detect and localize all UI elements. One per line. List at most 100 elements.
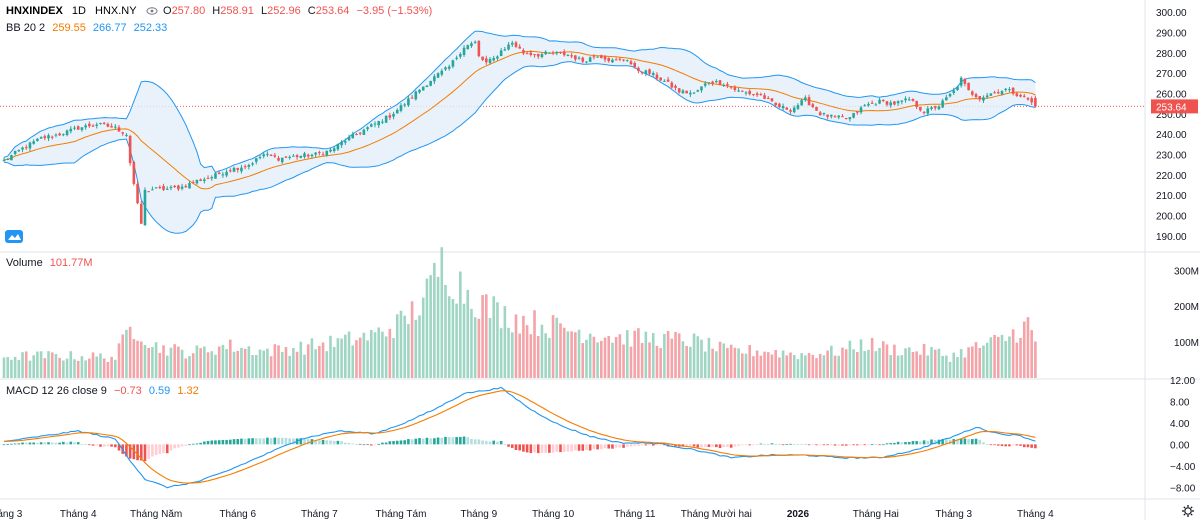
volume-bar[interactable] — [388, 328, 392, 378]
volume-bar[interactable] — [210, 351, 214, 378]
macd-hist-bar[interactable] — [759, 443, 763, 445]
candle-body[interactable] — [911, 99, 915, 101]
volume-bar[interactable] — [852, 349, 855, 378]
volume-bar[interactable] — [336, 338, 340, 378]
volume-bar[interactable] — [173, 344, 176, 378]
macd-hist-bar[interactable] — [570, 444, 573, 452]
volume-bar[interactable] — [974, 342, 978, 378]
volume-bar[interactable] — [299, 341, 303, 378]
volume-bar[interactable] — [243, 348, 247, 378]
volume-bar[interactable] — [533, 310, 536, 378]
macd-hist-bar[interactable] — [818, 444, 822, 446]
macd-hist-bar[interactable] — [770, 443, 774, 445]
volume-bar[interactable] — [366, 340, 369, 378]
volume-bar[interactable] — [529, 334, 533, 378]
candle-body[interactable] — [295, 155, 299, 158]
candle-body[interactable] — [102, 122, 106, 124]
volume-bar[interactable] — [488, 317, 492, 378]
volume-bar[interactable] — [440, 247, 444, 378]
volume-bar[interactable] — [306, 344, 310, 378]
volume-bar[interactable] — [510, 332, 514, 378]
macd-hist-bar[interactable] — [774, 443, 777, 445]
volume-bar[interactable] — [937, 348, 941, 378]
macd-hist-bar[interactable] — [822, 444, 826, 446]
volume-bar[interactable] — [685, 345, 688, 378]
candle-body[interactable] — [418, 89, 421, 93]
settings-icon[interactable] — [1182, 505, 1194, 517]
candle-body[interactable] — [859, 107, 863, 113]
macd-hist-bar[interactable] — [525, 444, 529, 453]
candle-body[interactable] — [770, 98, 774, 102]
macd-hist-bar[interactable] — [225, 439, 228, 445]
macd-hist-bar[interactable] — [633, 444, 636, 446]
volume-bar[interactable] — [292, 347, 295, 378]
candle-body[interactable] — [844, 117, 848, 119]
macd-hist-bar[interactable] — [384, 442, 388, 445]
volume-bar[interactable] — [792, 354, 796, 378]
candle-body[interactable] — [503, 49, 507, 51]
volume-bar[interactable] — [796, 359, 800, 378]
macd-hist-bar[interactable] — [425, 437, 429, 445]
volume-bar[interactable] — [726, 347, 729, 378]
candle-body[interactable] — [659, 77, 662, 81]
candle-body[interactable] — [1000, 91, 1004, 95]
candle-body[interactable] — [722, 84, 726, 86]
macd-hist-bar[interactable] — [273, 437, 277, 445]
volume-bar[interactable] — [889, 355, 892, 378]
macd-hist-bar[interactable] — [43, 442, 47, 445]
candle-body[interactable] — [655, 74, 659, 79]
candle-body[interactable] — [36, 138, 39, 142]
macd-hist-bar[interactable] — [381, 442, 384, 445]
candle-body[interactable] — [748, 90, 752, 95]
candle-body[interactable] — [88, 123, 91, 127]
candle-body[interactable] — [585, 61, 588, 63]
macd-hist-bar[interactable] — [299, 438, 303, 445]
macd-hist-bar[interactable] — [280, 437, 284, 445]
volume-bar[interactable] — [362, 332, 366, 378]
macd-hist-bar[interactable] — [811, 444, 815, 446]
macd-hist-bar[interactable] — [254, 438, 258, 445]
volume-bar[interactable] — [288, 355, 291, 378]
macd-hist-bar[interactable] — [1015, 444, 1019, 446]
candle-body[interactable] — [993, 92, 996, 94]
volume-bar[interactable] — [926, 355, 930, 378]
volume-bar[interactable] — [566, 331, 570, 378]
macd-hist-bar[interactable] — [459, 436, 462, 445]
bb-label[interactable]: BB 20 2 — [6, 22, 45, 34]
candle-body[interactable] — [581, 57, 585, 62]
candle-body[interactable] — [544, 51, 547, 55]
candle-body[interactable] — [210, 177, 214, 179]
volume-bar[interactable] — [574, 332, 577, 378]
volume-bar[interactable] — [722, 343, 726, 378]
volume-bar[interactable] — [369, 329, 373, 378]
volume-bar[interactable] — [73, 359, 76, 378]
macd-hist-bar[interactable] — [314, 439, 317, 445]
volume-bar[interactable] — [555, 317, 559, 378]
volume-bar[interactable] — [58, 357, 61, 378]
volume-bar[interactable] — [830, 345, 833, 378]
macd-hist-bar[interactable] — [21, 442, 24, 445]
macd-hist-bar[interactable] — [900, 442, 904, 445]
macd-hist-bar[interactable] — [603, 444, 607, 449]
candle-body[interactable] — [596, 56, 599, 58]
macd-hist-bar[interactable] — [644, 444, 648, 446]
volume-bar[interactable] — [340, 338, 343, 378]
candle-body[interactable] — [696, 90, 700, 92]
volume-bar[interactable] — [859, 339, 863, 378]
volume-bar[interactable] — [195, 345, 199, 378]
macd-hist-bar[interactable] — [1008, 444, 1011, 447]
macd-hist-bar[interactable] — [1000, 444, 1004, 447]
candle-body[interactable] — [329, 149, 332, 152]
volume-bar[interactable] — [121, 334, 125, 378]
macd-hist-bar[interactable] — [444, 436, 447, 445]
macd-hist-bar[interactable] — [611, 444, 614, 449]
candle-body[interactable] — [336, 143, 340, 150]
macd-hist-bar[interactable] — [284, 437, 288, 445]
macd-hist-bar[interactable] — [804, 444, 807, 446]
macd-hist-bar[interactable] — [726, 444, 729, 447]
candle-body[interactable] — [455, 57, 458, 59]
volume-bar[interactable] — [110, 356, 113, 378]
volume-bar[interactable] — [13, 356, 17, 378]
volume-bar[interactable] — [818, 353, 822, 378]
macd-hist-bar[interactable] — [893, 442, 896, 445]
